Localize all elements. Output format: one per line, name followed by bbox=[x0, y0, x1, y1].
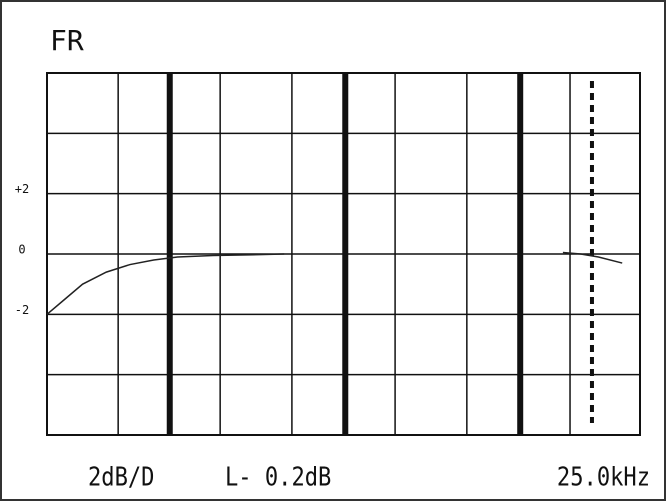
scale-readout: 2dB/D bbox=[88, 462, 154, 492]
response-curve bbox=[46, 251, 623, 315]
frequency-readout: 25.0kHz bbox=[557, 462, 650, 492]
y-tick-label: 0 bbox=[18, 243, 25, 257]
level-readout: L- 0.2dB bbox=[225, 462, 331, 492]
y-tick-label: +2 bbox=[15, 182, 29, 196]
chart-title: FR bbox=[50, 24, 84, 57]
y-tick-label: -2 bbox=[15, 303, 29, 317]
